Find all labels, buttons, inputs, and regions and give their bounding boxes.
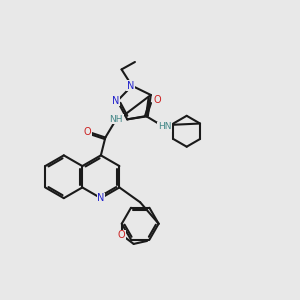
- Text: NH: NH: [110, 115, 123, 124]
- Text: HN: HN: [158, 122, 171, 131]
- Text: N: N: [127, 81, 134, 91]
- Text: N: N: [112, 96, 120, 106]
- Text: N: N: [97, 193, 105, 203]
- Text: O: O: [154, 95, 161, 105]
- Text: O: O: [84, 127, 91, 136]
- Text: O: O: [118, 230, 126, 240]
